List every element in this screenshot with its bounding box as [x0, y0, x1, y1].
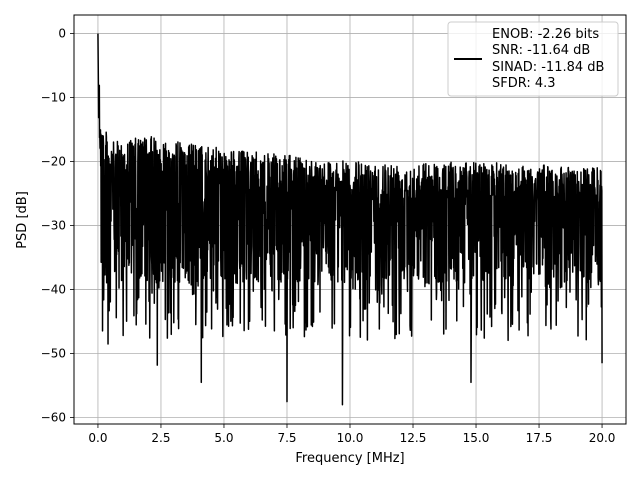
y-tick-label: −10 [41, 91, 66, 105]
plot-area [97, 33, 603, 406]
legend-entry-snr: SNR: -11.64 dB [492, 43, 590, 58]
y-tick-label: −20 [41, 155, 66, 169]
legend: ENOB: -2.26 bits SNR: -11.64 dB SINAD: -… [447, 21, 619, 97]
y-axis-ticks: 0 −10 −20 −30 −40 −50 −60 [41, 27, 74, 425]
legend-box [447, 21, 619, 97]
x-tick-label: 12.5 [400, 431, 427, 445]
x-tick-label: 10.0 [337, 431, 364, 445]
legend-entry-enob: ENOB: -2.26 bits [492, 27, 599, 42]
x-tick-label: 2.5 [151, 431, 170, 445]
x-tick-label: 5.0 [214, 431, 233, 445]
x-axis-ticks: 0.0 2.5 5.0 7.5 10.0 12.5 15.0 17.5 20.0 [88, 424, 615, 445]
y-tick-label: −60 [41, 411, 66, 425]
x-tick-label: 15.0 [463, 431, 490, 445]
y-tick-label: 0 [58, 27, 66, 41]
x-tick-label: 20.0 [589, 431, 616, 445]
y-tick-label: −40 [41, 283, 66, 297]
y-tick-label: −50 [41, 347, 66, 361]
psd-series-line [97, 33, 603, 406]
legend-entry-sinad: SINAD: -11.84 dB [492, 60, 604, 75]
x-tick-label: 0.0 [88, 431, 107, 445]
x-tick-label: 17.5 [526, 431, 553, 445]
x-axis-label: Frequency [MHz] [295, 451, 404, 466]
x-tick-label: 7.5 [277, 431, 296, 445]
y-tick-label: −30 [41, 219, 66, 233]
y-axis-label: PSD [dB] [15, 191, 30, 249]
legend-entry-sfdr: SFDR: 4.3 [492, 76, 556, 91]
